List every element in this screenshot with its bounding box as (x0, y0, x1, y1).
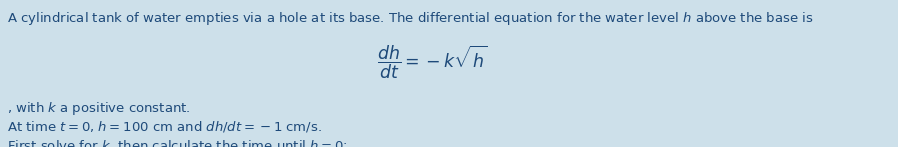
Text: , with $\mathit{k}$ a positive constant.: , with $\mathit{k}$ a positive constant. (7, 100, 190, 117)
Text: $\dfrac{dh}{dt} = -k\sqrt{h}$: $\dfrac{dh}{dt} = -k\sqrt{h}$ (377, 43, 488, 81)
Text: First solve for $\mathit{k}$, then calculate the time until $h = 0$;: First solve for $\mathit{k}$, then calcu… (7, 138, 348, 147)
Text: A cylindrical tank of water empties via a hole at its base. The differential equ: A cylindrical tank of water empties via … (7, 10, 814, 27)
Text: At time $t = 0$, $h = 100$ cm and $dh/dt = -1$ cm/s.: At time $t = 0$, $h = 100$ cm and $dh/dt… (7, 119, 322, 134)
